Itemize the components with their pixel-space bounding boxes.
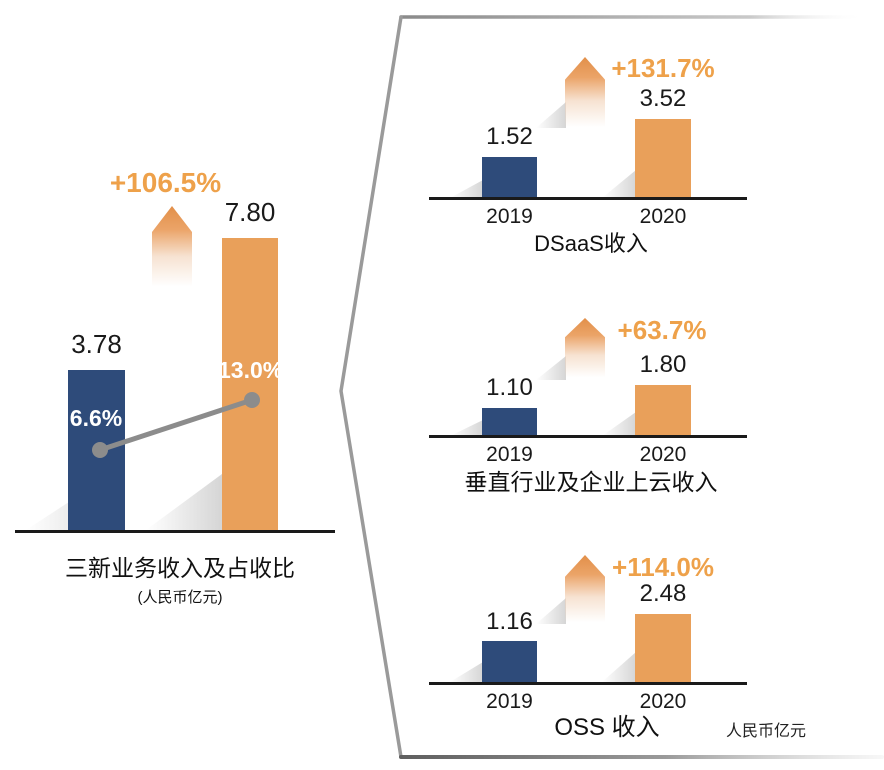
share-label-2020: 13.0% (218, 357, 284, 383)
value-label-2019: 1.16 (486, 608, 533, 635)
growth-arrow-icon (152, 206, 192, 290)
x-axis (15, 530, 335, 533)
chart-subtitle: (人民币亿元) (137, 589, 223, 606)
bar-shadow (450, 662, 483, 682)
tick-2020: 2020 (639, 443, 687, 466)
tick-2020: 2020 (639, 690, 687, 713)
growth-label: +63.7% (617, 315, 707, 345)
chart-title: 垂直行业及企业上云收入 (464, 469, 718, 495)
bar-2020 (635, 385, 691, 436)
value-label-2019: 1.10 (486, 374, 533, 401)
unit-note: 人民币亿元 (725, 723, 806, 740)
bar-2019 (482, 157, 537, 198)
bar-shadow (602, 652, 636, 682)
value-label-2019: 3.78 (71, 329, 122, 359)
value-label-2020: 1.80 (639, 351, 687, 378)
share-label-2019: 6.6% (69, 405, 123, 431)
arrow-shadow (536, 598, 566, 624)
bracket-brace (339, 15, 403, 759)
growth-label: +131.7% (611, 53, 715, 83)
tick-2020: 2020 (639, 205, 687, 228)
bar-shadow (602, 170, 636, 198)
bar-2019 (482, 641, 537, 683)
bar-2020 (635, 614, 691, 683)
tick-2019: 2019 (486, 690, 533, 713)
tick-2019: 2019 (486, 443, 533, 466)
value-label-2020: 3.52 (639, 85, 687, 112)
bar-shadow (450, 180, 483, 198)
value-label-2020: 2.48 (639, 580, 687, 607)
tick-2019: 2019 (486, 205, 533, 228)
x-axis (429, 197, 747, 200)
growth-label: +114.0% (612, 552, 714, 582)
chart-title: 三新业务收入及占收比 (65, 555, 295, 581)
bar-2020 (222, 238, 278, 532)
value-label-2019: 1.52 (486, 123, 533, 150)
bar-shadow (602, 412, 636, 436)
bar-2019 (68, 370, 125, 532)
growth-arrow-icon (565, 318, 605, 380)
x-axis (429, 682, 747, 685)
arrow-shadow (536, 102, 566, 128)
bar-2019 (482, 408, 537, 436)
chart-title: OSS 收入 (554, 714, 660, 741)
bar-2020 (635, 119, 691, 198)
bar-shadow (450, 420, 483, 436)
bar-shadow (146, 474, 222, 530)
x-axis (429, 435, 747, 438)
growth-label: +106.5% (109, 167, 222, 198)
value-label-2020: 7.80 (224, 197, 276, 227)
arrow-shadow (536, 356, 566, 380)
chart-title: DSaaS收入 (534, 231, 648, 256)
